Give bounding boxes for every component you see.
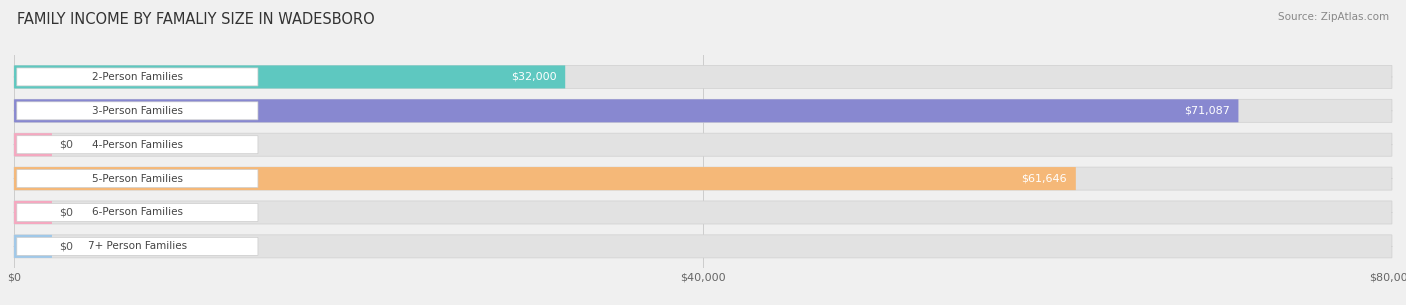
FancyBboxPatch shape — [14, 133, 52, 156]
Text: $71,087: $71,087 — [1184, 106, 1230, 116]
Text: 3-Person Families: 3-Person Families — [91, 106, 183, 116]
FancyBboxPatch shape — [14, 65, 1392, 88]
Text: $32,000: $32,000 — [510, 72, 557, 82]
FancyBboxPatch shape — [14, 99, 1239, 122]
Text: 6-Person Families: 6-Person Families — [91, 207, 183, 217]
FancyBboxPatch shape — [14, 235, 52, 258]
Text: $0: $0 — [59, 140, 73, 150]
FancyBboxPatch shape — [17, 68, 257, 86]
Text: Source: ZipAtlas.com: Source: ZipAtlas.com — [1278, 12, 1389, 22]
Text: $0: $0 — [59, 241, 73, 251]
FancyBboxPatch shape — [14, 133, 1392, 156]
FancyBboxPatch shape — [17, 102, 257, 120]
FancyBboxPatch shape — [17, 170, 257, 188]
FancyBboxPatch shape — [14, 201, 52, 224]
FancyBboxPatch shape — [14, 235, 1392, 258]
Text: 2-Person Families: 2-Person Families — [91, 72, 183, 82]
FancyBboxPatch shape — [14, 167, 1392, 190]
FancyBboxPatch shape — [17, 237, 257, 255]
Text: $0: $0 — [59, 207, 73, 217]
Text: 7+ Person Families: 7+ Person Families — [87, 241, 187, 251]
FancyBboxPatch shape — [14, 99, 1392, 122]
FancyBboxPatch shape — [17, 203, 257, 221]
FancyBboxPatch shape — [14, 201, 1392, 224]
FancyBboxPatch shape — [14, 65, 565, 88]
FancyBboxPatch shape — [17, 136, 257, 154]
Text: 5-Person Families: 5-Person Families — [91, 174, 183, 184]
Text: 4-Person Families: 4-Person Families — [91, 140, 183, 150]
Text: $61,646: $61,646 — [1022, 174, 1067, 184]
FancyBboxPatch shape — [14, 167, 1076, 190]
Text: FAMILY INCOME BY FAMALIY SIZE IN WADESBORO: FAMILY INCOME BY FAMALIY SIZE IN WADESBO… — [17, 12, 374, 27]
